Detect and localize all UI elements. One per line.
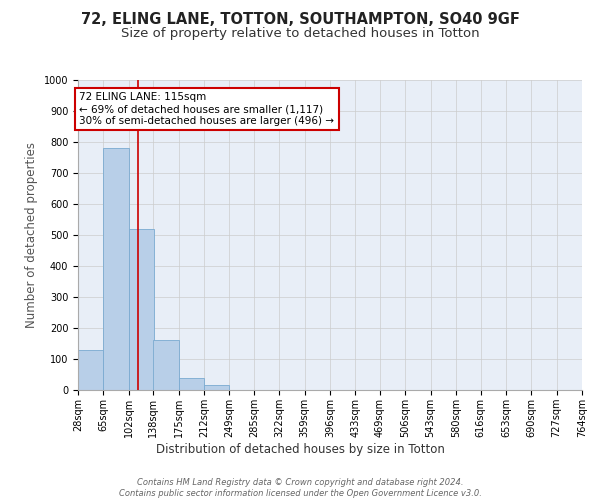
Bar xyxy=(179,378,204,390)
Bar xyxy=(154,340,179,390)
Bar xyxy=(78,350,103,390)
Text: Contains HM Land Registry data © Crown copyright and database right 2024.
Contai: Contains HM Land Registry data © Crown c… xyxy=(119,478,481,498)
Bar xyxy=(103,148,128,390)
Y-axis label: Number of detached properties: Number of detached properties xyxy=(25,142,38,328)
Bar xyxy=(204,386,229,390)
Text: Distribution of detached houses by size in Totton: Distribution of detached houses by size … xyxy=(155,442,445,456)
Bar xyxy=(128,229,154,390)
Text: Size of property relative to detached houses in Totton: Size of property relative to detached ho… xyxy=(121,28,479,40)
Text: 72, ELING LANE, TOTTON, SOUTHAMPTON, SO40 9GF: 72, ELING LANE, TOTTON, SOUTHAMPTON, SO4… xyxy=(80,12,520,28)
Text: 72 ELING LANE: 115sqm
← 69% of detached houses are smaller (1,117)
30% of semi-d: 72 ELING LANE: 115sqm ← 69% of detached … xyxy=(79,92,334,126)
